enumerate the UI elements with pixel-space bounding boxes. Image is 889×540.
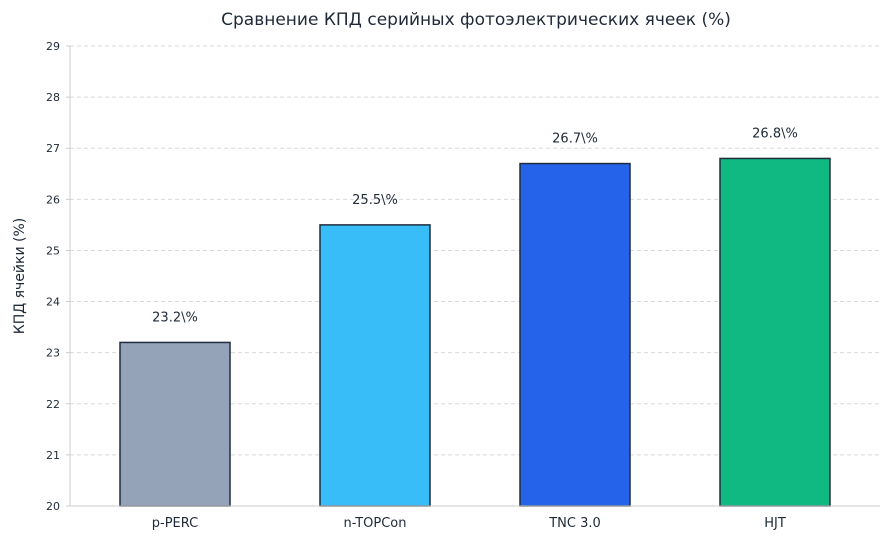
chart-title: Сравнение КПД серийных фотоэлектрических… [221,10,731,30]
y-tick-labels: 20 21 22 23 24 25 26 27 28 29 [46,40,70,513]
data-label: 26.8\% [752,126,798,141]
bar-tnc-3-0 [519,162,631,507]
bar-p-perc [119,341,231,507]
y-axis-label: КПД ячейки (%) [12,218,28,335]
data-label: 25.5\% [352,193,398,208]
bar-n-topcon [319,224,431,507]
x-tick-label: TNC 3.0 [548,516,601,531]
y-tick-label: 21 [46,449,60,462]
x-tick-labels: p-PERC n-TOPCon TNC 3.0 HJT [152,516,786,531]
y-tick-label: 25 [46,244,60,257]
y-tick-label: 22 [46,398,60,411]
data-label: 23.2\% [152,310,198,325]
data-label: 26.7\% [552,132,598,147]
y-tick-label: 24 [46,296,60,309]
y-tick-label: 28 [46,91,60,104]
x-tick-label: p-PERC [152,516,198,531]
x-tick-label: HJT [764,516,786,531]
bars [119,157,831,507]
data-labels: 23.2\% 25.5\% 26.7\% 26.8\% [152,126,798,325]
y-tick-label: 26 [46,193,60,206]
x-tick-label: n-TOPCon [343,516,406,531]
y-tick-label: 27 [46,142,60,155]
y-tick-label: 20 [46,500,60,513]
y-tick-label: 29 [46,40,60,53]
bar-hjt [719,157,831,507]
y-tick-label: 23 [46,347,60,360]
